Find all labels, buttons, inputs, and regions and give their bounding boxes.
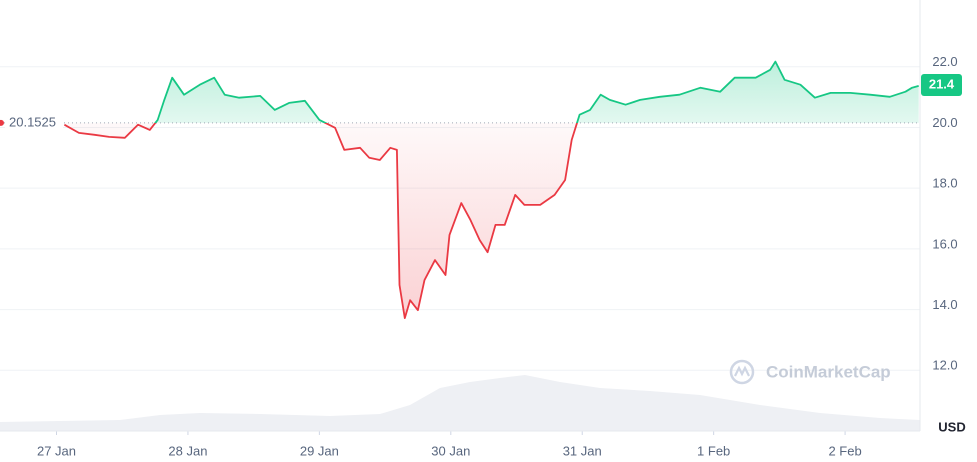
y-tick-label: 14.0 — [932, 297, 957, 312]
watermark: CoinMarketCap — [766, 362, 891, 381]
x-tick-label: 31 Jan — [563, 443, 602, 458]
x-tick-label: 2 Feb — [828, 443, 861, 458]
area-fill — [64, 61, 919, 319]
x-tick-label: 27 Jan — [37, 443, 76, 458]
y-tick-label: 20.0 — [932, 115, 957, 130]
baseline-badge — [5, 113, 63, 132]
baseline-dot — [0, 119, 4, 126]
y-tick-label: 16.0 — [932, 236, 957, 251]
x-tick-label: 30 Jan — [431, 443, 470, 458]
unit-label: USD — [938, 419, 965, 434]
x-tick-label: 29 Jan — [300, 443, 339, 458]
x-tick-label: 1 Feb — [697, 443, 730, 458]
x-tick-label: 28 Jan — [168, 443, 207, 458]
watermark-logo — [729, 359, 755, 385]
volume-area — [0, 375, 920, 431]
price-label: 21.4 — [929, 76, 955, 91]
y-tick-label: 12.0 — [932, 358, 957, 373]
y-tick-label: 22.0 — [932, 54, 957, 69]
plot — [0, 60, 920, 319]
price-badge — [921, 73, 962, 96]
price-line — [63, 60, 919, 319]
y-tick-label: 18.0 — [932, 176, 957, 191]
baseline-label: 20.1525 — [9, 114, 56, 129]
